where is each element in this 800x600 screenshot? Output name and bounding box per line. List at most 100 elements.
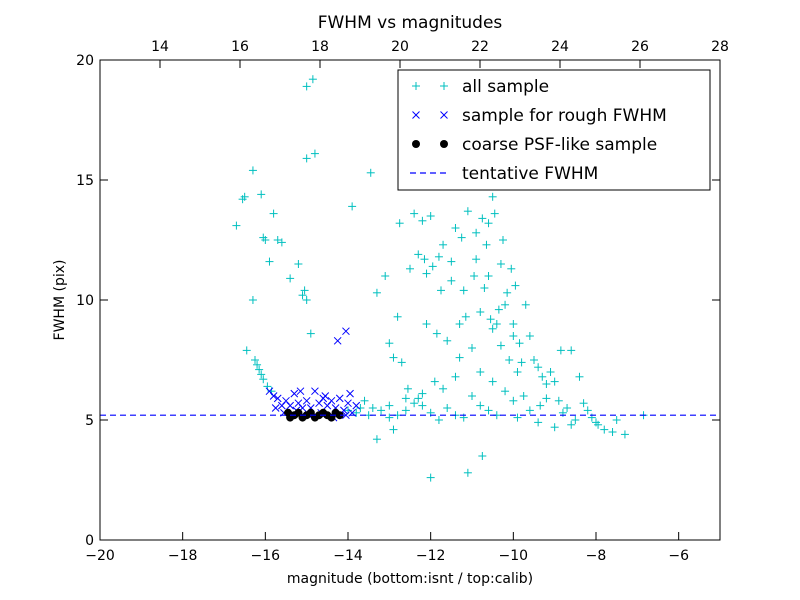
data-point [470,272,479,280]
data-point [372,288,381,297]
x-tick-label: −18 [168,548,198,564]
data-point [426,212,435,220]
data-point [550,423,559,432]
data-point [385,339,394,348]
data-point [488,192,497,201]
data-point [496,341,505,350]
top-x-tick-label: 18 [311,39,329,55]
legend: all sample sample for rough FWHM coarse PS… [397,69,711,191]
chart-title: FWHM vs magnitudes [318,13,503,33]
data-point [348,202,357,211]
data-point [501,387,510,396]
top-x-tick-label: 24 [551,39,569,55]
data-point [513,368,522,376]
data-point [434,416,443,424]
data-point [414,250,423,259]
data-point [253,360,262,369]
data-point [439,384,448,393]
data-point [248,166,257,175]
data-point [439,240,448,249]
series-2 [284,408,344,422]
data-point [335,411,344,420]
data-point [333,336,342,345]
data-point [290,389,299,398]
data-point [385,401,394,410]
series-0 [232,75,648,482]
data-point [459,286,468,295]
data-point [434,252,443,261]
data-point [509,396,518,405]
data-point [251,356,259,364]
legend-label: coarse PSF-like sample [462,135,657,155]
legend-marker [412,111,420,119]
data-point [306,329,315,338]
top-x-tick-label: 16 [231,39,249,55]
data-point [432,329,441,338]
y-tick-label: 20 [76,53,94,69]
data-point [302,82,311,91]
data-point [368,404,377,412]
legend-marker [412,140,420,148]
y-tick-label: 15 [76,173,94,189]
data-point [567,420,576,429]
data-point [472,228,481,237]
data-point [455,320,464,328]
x-tick-label: −10 [499,548,529,564]
data-point [395,219,404,228]
data-point [344,399,352,408]
data-point [476,368,485,376]
data-point [490,209,499,218]
data-point [550,377,559,386]
legend-marker [440,140,448,148]
top-x-tick-label: 22 [471,39,489,55]
data-point [503,288,512,297]
data-point [496,260,505,268]
data-point [455,353,464,362]
data-point [410,209,419,218]
legend-item: sample for rough FWHM [412,106,667,126]
data-point [612,416,621,424]
data-point [372,435,381,444]
data-point [327,396,336,405]
data-point [608,428,617,436]
data-point [248,296,257,304]
data-point [271,404,280,412]
data-point [298,291,307,300]
legend-label: sample for rough FWHM [462,106,667,126]
data-point [286,274,295,283]
data-point [389,425,398,434]
x-tick-label: −6 [668,548,689,564]
data-point [300,286,309,295]
data-point [525,406,534,415]
data-point [484,272,493,280]
legend-item: coarse PSF-like sample [412,135,657,155]
legend-marker [440,111,448,119]
data-point [482,240,491,249]
data-point [430,377,439,386]
data-point [240,192,249,201]
data-point [414,394,423,403]
data-point [468,392,476,400]
series-1 [265,327,361,422]
data-point [484,219,493,228]
data-point [480,284,489,292]
data-point [389,353,398,362]
legend-marker [440,82,448,90]
data-point [286,401,294,410]
legend-item: all sample [412,77,549,97]
data-point [447,257,456,266]
data-point [579,399,588,408]
y-tick-label: 0 [85,533,94,549]
data-point [451,372,460,381]
data-point [443,336,452,345]
data-point [377,406,386,415]
data-point [273,236,282,244]
data-point [406,264,414,273]
data-point [521,300,530,309]
data-point [403,384,412,393]
data-point [277,238,286,247]
data-point [242,346,251,355]
data-point [519,392,528,400]
data-point [457,233,466,242]
